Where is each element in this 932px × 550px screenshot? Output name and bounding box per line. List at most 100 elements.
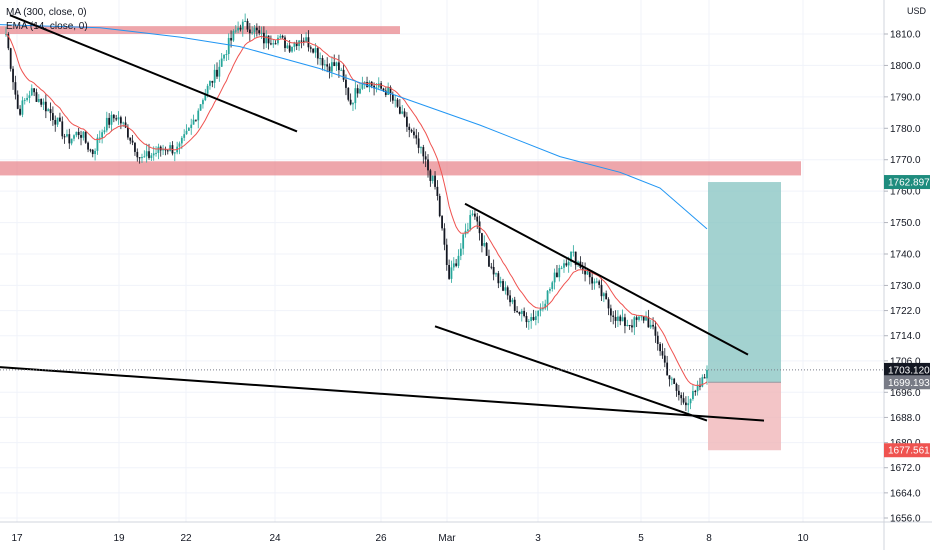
candle-body xyxy=(192,119,195,125)
candle-body xyxy=(211,80,214,83)
trend-lines[interactable] xyxy=(0,14,765,422)
candle-body xyxy=(626,324,629,326)
candle-body xyxy=(115,118,118,120)
candle-body xyxy=(429,170,432,181)
time-axis[interactable]: 17 19 22 24 26 Mar 3 5 8 10 xyxy=(0,521,932,544)
candle-body xyxy=(485,243,488,256)
price-axis-bg xyxy=(884,0,932,550)
candle-body xyxy=(530,317,533,322)
candle-body xyxy=(584,270,586,275)
candle-body xyxy=(455,263,458,266)
candle-body xyxy=(588,271,591,278)
candle-body xyxy=(87,142,89,150)
candle-body xyxy=(23,99,26,101)
candle-body xyxy=(609,308,612,316)
candle-body xyxy=(122,122,125,124)
candle-body xyxy=(277,37,279,44)
candle-body xyxy=(356,88,359,94)
long-position-tool[interactable] xyxy=(708,182,781,451)
candle-body xyxy=(234,30,237,32)
candle-body xyxy=(391,94,394,101)
candle-body xyxy=(523,310,526,316)
candle-body xyxy=(347,87,350,100)
candle-body xyxy=(300,40,303,42)
candle-body xyxy=(7,34,10,49)
candle-body xyxy=(202,100,204,105)
candle-body xyxy=(124,122,127,128)
candle-body xyxy=(96,137,99,151)
candle-body xyxy=(295,42,298,47)
trend-line xyxy=(464,202,749,356)
candle-body xyxy=(173,152,176,154)
candle-body xyxy=(108,117,111,125)
candle-body xyxy=(293,42,296,47)
candle-body xyxy=(326,64,329,67)
candle-body xyxy=(509,295,511,303)
candle-body xyxy=(21,100,24,115)
candle-body xyxy=(169,145,172,151)
candle-body xyxy=(670,378,673,380)
candle-body xyxy=(98,137,101,139)
candle-body xyxy=(187,128,190,131)
candle-body xyxy=(537,310,540,317)
candle-body xyxy=(706,369,708,379)
candle-body xyxy=(495,273,497,275)
ema-legend[interactable]: EMA (14, close, 0) xyxy=(6,21,88,32)
candle-body xyxy=(591,277,594,284)
candle-body xyxy=(375,87,378,89)
candle-body xyxy=(218,66,221,77)
candle-body xyxy=(427,159,429,171)
candle-body xyxy=(563,263,565,268)
candle-body xyxy=(319,58,322,60)
candle-body xyxy=(406,116,408,127)
candle-body xyxy=(244,20,247,22)
candle-body xyxy=(558,268,561,278)
candle-body xyxy=(30,88,33,96)
ma-legend[interactable]: MA (300, close, 0) xyxy=(6,7,87,18)
candle-body xyxy=(37,98,40,102)
candle-body xyxy=(483,243,486,246)
candle-body xyxy=(469,215,472,230)
candle-body xyxy=(619,316,622,322)
candle-body xyxy=(560,267,563,269)
candle-body xyxy=(66,134,68,137)
x-tick-label: 24 xyxy=(269,533,281,544)
price-axis[interactable]: 1656.01664.01672.01680.01688.01696.01706… xyxy=(883,0,932,550)
candle-body xyxy=(49,109,52,114)
candle-body xyxy=(492,266,495,275)
candle-body xyxy=(101,132,104,138)
y-tick-label: 1760.0 xyxy=(890,187,921,198)
candle-body xyxy=(635,317,638,320)
candle-body xyxy=(516,310,518,312)
candle-body xyxy=(689,399,692,404)
candle-body xyxy=(624,317,626,326)
candle-body xyxy=(223,54,225,59)
candle-body xyxy=(661,351,664,356)
candle-body xyxy=(82,131,85,138)
candle-body xyxy=(61,121,64,137)
candle-body xyxy=(253,27,256,33)
candle-body xyxy=(330,62,333,72)
candle-body xyxy=(281,35,284,38)
candle-body xyxy=(668,375,671,380)
candle-body xyxy=(162,149,164,151)
candle-body xyxy=(321,58,324,66)
candle-body xyxy=(272,43,275,45)
candle-body xyxy=(274,43,277,45)
candle-body xyxy=(312,48,315,53)
x-tick-label: 17 xyxy=(11,533,23,544)
candle-body xyxy=(598,281,601,285)
candle-body xyxy=(359,88,361,94)
candle-body xyxy=(476,216,479,222)
indicator-legend: MA (300, close, 0) EMA (14, close, 0) xyxy=(6,6,88,34)
candle-body xyxy=(687,403,690,406)
candle-body xyxy=(338,62,340,71)
candle-body xyxy=(403,111,406,117)
candle-body xyxy=(352,103,354,105)
candle-body xyxy=(389,87,392,95)
candle-body xyxy=(239,27,242,30)
candle-body xyxy=(572,251,575,253)
candle-body xyxy=(607,299,610,309)
candle-body xyxy=(640,316,643,318)
